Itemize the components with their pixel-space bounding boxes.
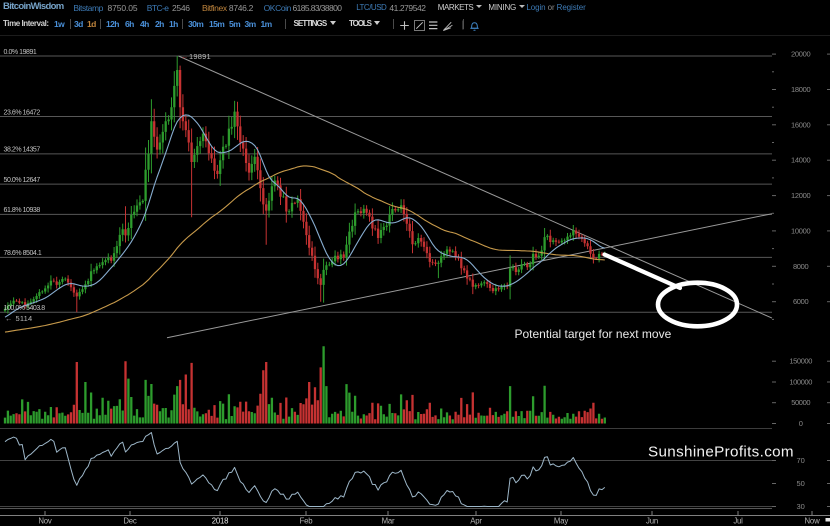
svg-text:150000: 150000 [789, 357, 812, 366]
svg-text:2018: 2018 [212, 517, 229, 526]
svg-text:12000: 12000 [791, 191, 810, 200]
svg-text:18000: 18000 [791, 85, 810, 94]
svg-text:Feb: Feb [300, 517, 314, 526]
svg-text:19891: 19891 [189, 52, 211, 61]
svg-text:SunshineProfits.com: SunshineProfits.com [648, 444, 794, 461]
svg-text:Apr: Apr [470, 517, 482, 526]
svg-text:May: May [554, 517, 568, 526]
svg-text:Potential target for next move: Potential target for next move [515, 327, 672, 341]
svg-text:100000: 100000 [789, 378, 812, 387]
svg-text:10000: 10000 [791, 226, 810, 235]
svg-text:78.6% 8504.1: 78.6% 8504.1 [4, 250, 42, 257]
svg-text:←: ← [181, 52, 189, 61]
svg-text:50.0% 12647: 50.0% 12647 [4, 177, 41, 184]
svg-text:61.8% 10938: 61.8% 10938 [4, 207, 41, 214]
svg-text:50: 50 [797, 479, 805, 488]
svg-text:Now: Now [805, 517, 821, 526]
svg-text:16000: 16000 [791, 120, 810, 129]
svg-text:0.0% 19891: 0.0% 19891 [4, 49, 37, 56]
svg-text:70: 70 [797, 456, 805, 465]
svg-text:5114: 5114 [16, 314, 33, 323]
svg-text:Dec: Dec [123, 517, 137, 526]
svg-text:30: 30 [797, 502, 805, 511]
svg-text:14000: 14000 [791, 156, 810, 165]
svg-text:Nov: Nov [38, 517, 52, 526]
svg-text:←: ← [5, 314, 13, 323]
svg-text:20000: 20000 [791, 50, 810, 59]
svg-text:6000: 6000 [793, 297, 809, 306]
svg-text:23.6% 16472: 23.6% 16472 [4, 109, 41, 116]
svg-text:Mar: Mar [382, 517, 395, 526]
svg-text:Jun: Jun [646, 517, 658, 526]
svg-text:0: 0 [799, 419, 803, 428]
svg-text:8000: 8000 [793, 262, 809, 271]
svg-text:100.0% 5403.8: 100.0% 5403.8 [4, 305, 46, 312]
svg-text:38.2% 14357: 38.2% 14357 [4, 147, 41, 154]
svg-text:50000: 50000 [791, 398, 810, 407]
svg-text:Jul: Jul [733, 517, 743, 526]
